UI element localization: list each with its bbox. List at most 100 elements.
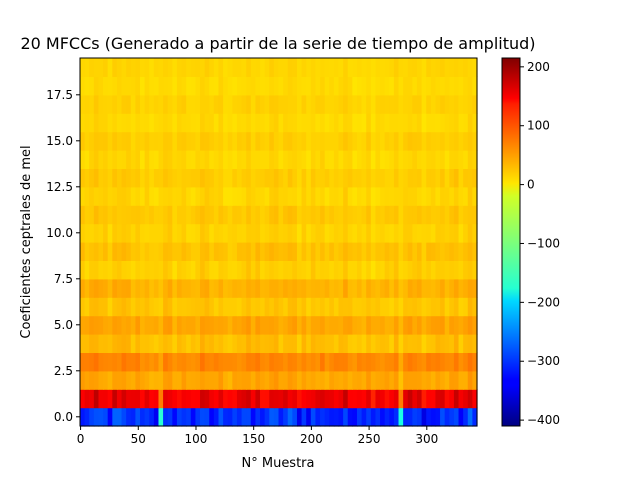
heatmap-cell — [324, 113, 330, 133]
heatmap-cell — [435, 186, 441, 206]
heatmap-cell — [380, 370, 386, 390]
heatmap-cell — [223, 223, 229, 243]
heatmap-cell — [121, 242, 127, 261]
heatmap-cell — [426, 223, 432, 243]
heatmap-cell — [181, 186, 187, 206]
heatmap-cell — [375, 58, 381, 77]
heatmap-cell — [241, 205, 247, 225]
heatmap-cell — [195, 205, 201, 225]
heatmap-cell — [403, 352, 409, 372]
heatmap-cell — [172, 370, 178, 390]
heatmap-cell — [121, 297, 127, 317]
heatmap-cell — [393, 113, 400, 133]
heatmap-cell — [283, 223, 289, 243]
heatmap-cell — [255, 131, 261, 151]
heatmap-cell — [287, 58, 293, 77]
heatmap-cell — [140, 186, 146, 206]
heatmap-cell — [421, 260, 427, 280]
heatmap-cell — [223, 205, 229, 225]
heatmap-cell — [190, 407, 197, 427]
heatmap-cell — [176, 168, 183, 188]
heatmap-cell — [116, 168, 123, 188]
heatmap-cell — [287, 76, 293, 96]
heatmap-cell — [144, 94, 150, 114]
heatmap-cell — [264, 389, 270, 409]
heatmap-cell — [126, 186, 132, 206]
heatmap-cell — [329, 407, 335, 427]
heatmap-cell — [223, 407, 229, 427]
heatmap-cell — [223, 389, 229, 409]
heatmap-cell — [324, 76, 330, 96]
heatmap-cell — [352, 278, 358, 298]
heatmap-cell — [80, 113, 86, 133]
heatmap-cell — [112, 58, 118, 77]
heatmap-cell — [116, 315, 123, 335]
heatmap-cell — [370, 407, 377, 427]
heatmap-cell — [213, 242, 220, 261]
heatmap-cell — [435, 242, 441, 261]
heatmap-cell — [112, 113, 118, 133]
heatmap-cell — [116, 352, 123, 372]
heatmap-cell — [255, 223, 261, 243]
heatmap-cell — [430, 370, 437, 390]
heatmap-cell — [306, 205, 312, 225]
heatmap-cell — [103, 407, 109, 427]
heatmap-cell — [116, 113, 123, 133]
heatmap-cell — [324, 334, 330, 353]
heatmap-cell — [209, 389, 215, 409]
colorbar-tick-label: −200 — [527, 295, 560, 309]
heatmap-cell — [315, 205, 321, 225]
heatmap-cell — [347, 205, 353, 225]
heatmap-cell — [380, 407, 386, 427]
heatmap-cell — [380, 94, 386, 114]
heatmap-cell — [384, 334, 390, 353]
heatmap-cell — [338, 278, 344, 298]
heatmap-cell — [416, 260, 423, 280]
heatmap-cell — [264, 315, 270, 335]
heatmap-cell — [107, 370, 113, 390]
heatmap-cell — [241, 334, 247, 353]
heatmap-cell — [278, 242, 284, 261]
heatmap-cell — [218, 131, 224, 151]
heatmap-cell — [176, 370, 183, 390]
heatmap-cell — [130, 131, 136, 151]
y-axis-ticks: 0.02.55.07.510.012.515.017.5 — [46, 88, 80, 424]
heatmap-cell — [218, 352, 224, 372]
y-tick-label: 0.0 — [54, 410, 73, 424]
heatmap-cell — [223, 352, 229, 372]
heatmap-cell — [241, 150, 247, 169]
heatmap-cell — [153, 131, 160, 151]
heatmap-cell — [444, 168, 450, 188]
heatmap-cell — [200, 242, 206, 261]
heatmap-cell — [315, 131, 321, 151]
heatmap-cell — [292, 113, 298, 133]
heatmap-cell — [149, 407, 155, 427]
heatmap-cell — [153, 113, 160, 133]
heatmap-cell — [116, 150, 123, 169]
heatmap-cell — [153, 389, 160, 409]
heatmap-cell — [329, 260, 335, 280]
heatmap-cell — [273, 297, 280, 317]
heatmap-cell — [361, 58, 367, 77]
heatmap-cell — [135, 242, 141, 261]
heatmap-cell — [200, 58, 206, 77]
heatmap-cell — [296, 76, 303, 96]
heatmap-cell — [384, 278, 390, 298]
heatmap-cell — [301, 278, 307, 298]
heatmap-cell — [149, 76, 155, 96]
heatmap-cell — [384, 407, 390, 427]
heatmap-cell — [190, 168, 197, 188]
heatmap-cell — [250, 150, 257, 169]
heatmap-cell — [440, 334, 446, 353]
heatmap-cell — [149, 168, 155, 188]
heatmap-cell — [343, 297, 349, 317]
heatmap-cell — [361, 186, 367, 206]
heatmap-cell — [140, 205, 146, 225]
heatmap-cell — [93, 389, 100, 409]
heatmap-cell — [449, 131, 455, 151]
heatmap-cell — [320, 389, 326, 409]
heatmap-cell — [296, 334, 303, 353]
heatmap-cell — [403, 113, 409, 133]
heatmap-cell — [440, 205, 446, 225]
heatmap-cell — [255, 260, 261, 280]
